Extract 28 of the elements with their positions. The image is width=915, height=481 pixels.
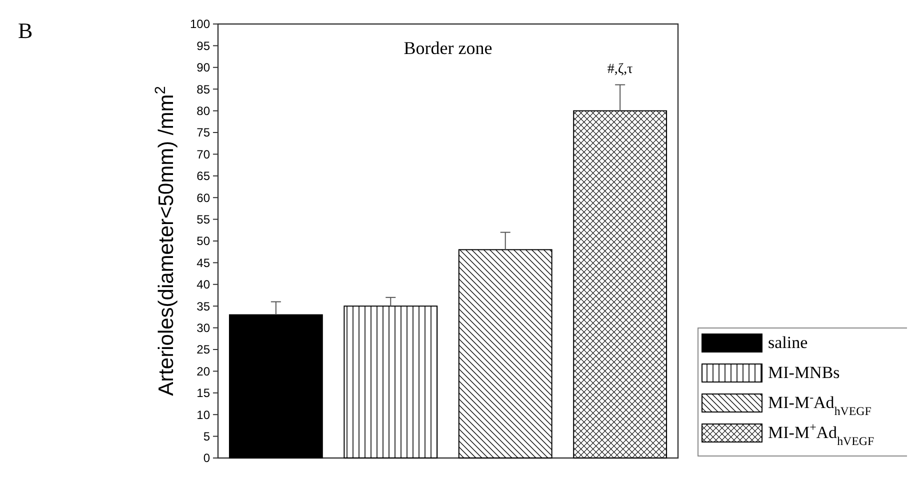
y-tick-label: 100 xyxy=(190,17,210,32)
legend-label: MI-M$^{+}$Ad$_{hVEGF}$ xyxy=(768,420,874,448)
y-tick-label: 40 xyxy=(196,278,210,292)
y-tick-label: 30 xyxy=(196,321,210,335)
y-tick-label: 10 xyxy=(196,408,210,422)
y-tick-label: 50 xyxy=(196,234,210,248)
y-tick-label: 55 xyxy=(196,212,210,226)
y-tick-label: 60 xyxy=(196,190,210,205)
y-tick-label: 0 xyxy=(203,451,210,466)
y-tick-label: 75 xyxy=(196,126,210,140)
y-tick-label: 15 xyxy=(196,386,210,400)
y-tick-label: 65 xyxy=(196,169,210,184)
text: Border zone xyxy=(404,38,492,58)
legend-label: MI-M$^{-}$Ad$_{hVEGF}$ xyxy=(768,390,872,418)
y-tick-label: 80 xyxy=(196,104,210,118)
legend-label: MI-MNBs xyxy=(768,363,840,382)
y-tick-label: 70 xyxy=(196,147,210,162)
y-tick-label: 25 xyxy=(196,342,210,357)
y-tick-label: 35 xyxy=(196,299,210,314)
y-tick-label: 45 xyxy=(196,256,210,270)
text: B xyxy=(18,18,33,43)
y-tick-label: 5 xyxy=(203,430,210,444)
y-tick-label: 90 xyxy=(196,60,210,75)
legend-label: saline xyxy=(768,333,808,352)
y-tick-label: 20 xyxy=(196,364,210,378)
annotation: #,ζ,τ xyxy=(607,62,634,77)
y-tick-label: 95 xyxy=(196,38,210,53)
y-tick-label: 85 xyxy=(196,82,210,96)
